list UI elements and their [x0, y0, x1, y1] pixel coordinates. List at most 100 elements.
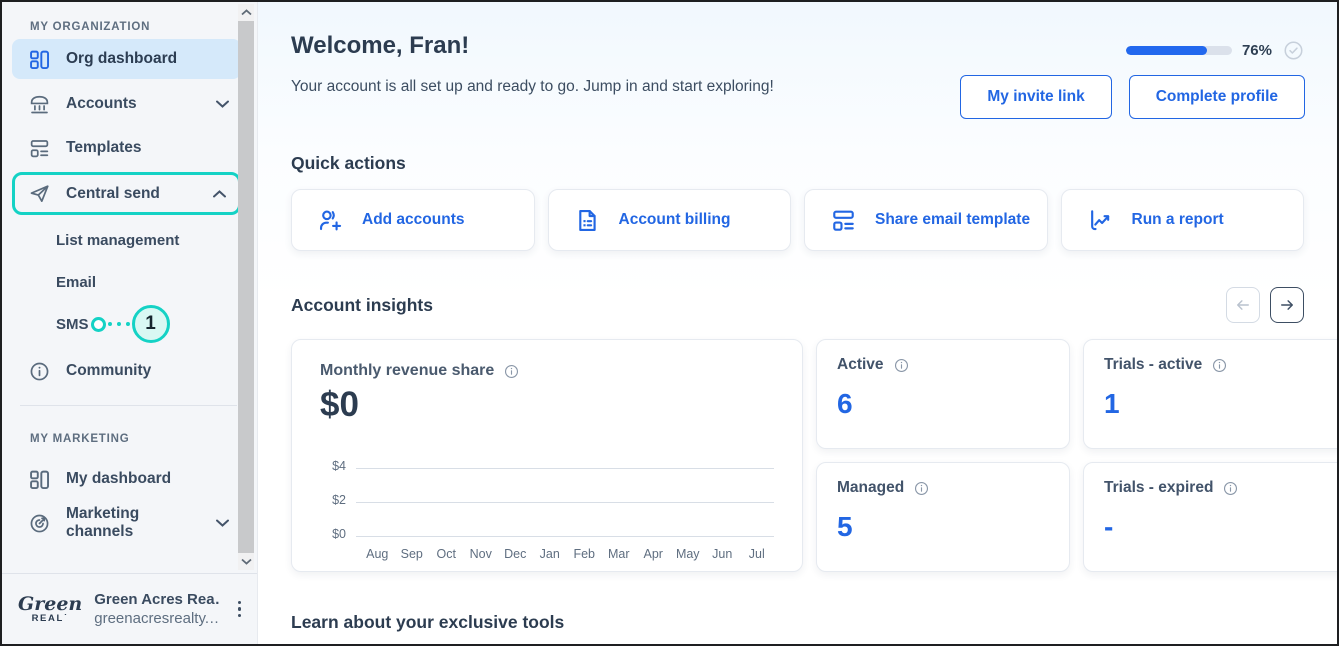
profile-progress-row: 76%: [1125, 39, 1305, 62]
x-tick: Jun: [712, 547, 733, 561]
chevron-up-icon: [213, 185, 226, 203]
sidebar-item-templates[interactable]: Templates: [12, 128, 241, 168]
annotation-step-badge[interactable]: 1: [131, 305, 170, 343]
stat-cards-grid: Active 6 Trials - active 1: [816, 339, 1337, 572]
info-icon[interactable]: [1211, 357, 1228, 374]
my-invite-link-button[interactable]: My invite link: [960, 75, 1112, 119]
arrow-left-icon: [1237, 300, 1249, 310]
revenue-chart: $4 $2 $0 Aug Sep Oct Nov Dec Jan Feb Mar…: [320, 435, 774, 561]
org-logo-caps: REAL˙: [31, 612, 69, 624]
sidebar-item-label: Templates: [66, 139, 142, 156]
x-tick: Oct: [436, 547, 456, 561]
section-label-my-organization: MY ORGANIZATION: [30, 21, 151, 33]
quick-action-label: Share email template: [875, 211, 1031, 228]
account-insights-header: Account insights: [291, 287, 1304, 323]
sidebar-item-label: Central send: [66, 184, 160, 202]
stat-card-trials-active: Trials - active 1: [1083, 339, 1337, 449]
info-icon[interactable]: [913, 480, 930, 497]
share-email-template-card[interactable]: Share email template: [804, 189, 1048, 251]
page-subtitle: Your account is all set up and ready to …: [291, 78, 774, 95]
stat-value: 1: [1104, 388, 1120, 419]
carousel-prev-button[interactable]: [1226, 287, 1260, 323]
arrow-right-icon: [1281, 300, 1293, 310]
complete-profile-button[interactable]: Complete profile: [1128, 75, 1305, 119]
account-insights-title: Account insights: [291, 294, 433, 315]
check-circle-icon: [1282, 39, 1305, 62]
org-domain: greenacresrealty.…: [94, 610, 220, 627]
x-tick: Jan: [539, 547, 560, 561]
sidebar-subitem-sms[interactable]: SMS 1: [12, 305, 241, 343]
sidebar-item-org-dashboard[interactable]: Org dashboard: [12, 39, 241, 79]
stat-label: Active: [837, 356, 884, 373]
info-circle-icon: [28, 360, 51, 383]
sidebar-item-accounts[interactable]: Accounts: [12, 84, 241, 124]
x-tick: Jul: [748, 547, 765, 561]
run-a-report-card[interactable]: Run a report: [1060, 189, 1304, 251]
welcome-block: Welcome, Fran! Your account is all set u…: [291, 32, 774, 119]
sidebar-item-central-send[interactable]: Central send: [12, 172, 241, 215]
sidebar-item-label: Org dashboard: [66, 50, 178, 67]
sidebar-divider: [20, 405, 237, 406]
info-icon[interactable]: [893, 357, 910, 374]
chart-report-icon: [1087, 207, 1114, 234]
stat-card-managed: Managed 5: [816, 462, 1070, 572]
annotation-dot: [90, 316, 106, 332]
gridline: [356, 536, 774, 537]
profile-progress-block: 76% My invite link Complete profile: [960, 32, 1305, 119]
quick-action-label: Add accounts: [362, 211, 465, 228]
carousel-next-button[interactable]: [1270, 287, 1304, 323]
dashboard-icon: [28, 48, 51, 71]
stat-card-active: Active 6: [816, 339, 1070, 449]
target-icon: [28, 512, 51, 535]
main-content: Welcome, Fran! Your account is all set u…: [258, 2, 1337, 644]
x-tick: Dec: [504, 547, 527, 561]
x-tick: Nov: [469, 547, 492, 561]
revenue-total: $0: [320, 385, 359, 424]
stat-value: 5: [837, 511, 853, 542]
scrollbar-up-arrow-icon[interactable]: [238, 4, 254, 21]
stat-label: Trials - expired: [1104, 479, 1214, 496]
sidebar-scrollbar[interactable]: [238, 4, 254, 570]
org-name: Green Acres Rea…: [94, 591, 220, 608]
info-icon[interactable]: [1222, 480, 1239, 497]
dashboard-icon: [28, 468, 51, 491]
gridline: [356, 502, 774, 503]
sidebar-subitem-email[interactable]: Email: [12, 267, 241, 297]
billing-document-icon: [574, 207, 601, 234]
templates-icon: [28, 137, 51, 160]
x-tick: Aug: [366, 547, 389, 561]
sidebar-item-marketing-channels[interactable]: Marketing channels: [12, 503, 241, 543]
paper-plane-icon: [28, 182, 51, 205]
org-logo-script: Green: [18, 592, 83, 615]
add-accounts-card[interactable]: Add accounts: [291, 189, 535, 251]
kebab-menu-icon[interactable]: [232, 595, 248, 624]
quick-actions-row: Add accounts Account billing Share email…: [291, 189, 1304, 251]
sidebar-item-label: My dashboard: [66, 470, 172, 487]
chevron-down-icon: [216, 514, 229, 532]
info-icon[interactable]: [503, 363, 520, 380]
y-tick: $0: [332, 527, 346, 541]
sidebar: MY ORGANIZATION Org dashboard Accounts: [2, 2, 258, 644]
header-buttons: My invite link Complete profile: [960, 75, 1305, 119]
gridline: [356, 468, 774, 469]
scrollbar-down-arrow-icon[interactable]: [238, 553, 254, 570]
monthly-revenue-card: Monthly revenue share $0 $4 $2 $0 Aug Se…: [291, 339, 803, 572]
x-axis-labels: Aug Sep Oct Nov Dec Jan Feb Mar Apr May …: [360, 547, 774, 561]
account-billing-card[interactable]: Account billing: [547, 189, 791, 251]
org-switcher[interactable]: Green REAL˙ Green Acres Rea… greenacresr…: [2, 573, 257, 644]
page-title: Welcome, Fran!: [291, 32, 470, 59]
progress-bar: [1125, 46, 1232, 55]
learn-tools-title: Learn about your exclusive tools: [291, 612, 565, 632]
sidebar-item-label: Accounts: [66, 95, 137, 112]
org-logo: Green REAL˙: [18, 592, 83, 624]
sidebar-item-my-dashboard[interactable]: My dashboard: [12, 459, 241, 499]
sidebar-scroll-area: MY ORGANIZATION Org dashboard Accounts: [2, 2, 257, 573]
revenue-card-title: Monthly revenue share: [320, 362, 495, 379]
x-tick: Mar: [607, 547, 630, 561]
stat-value: -: [1104, 511, 1114, 542]
scrollbar-thumb[interactable]: [238, 21, 254, 553]
sidebar-subitem-list-management[interactable]: List management: [12, 225, 241, 255]
sidebar-item-community[interactable]: Community: [12, 351, 241, 391]
add-accounts-icon: [317, 207, 344, 234]
